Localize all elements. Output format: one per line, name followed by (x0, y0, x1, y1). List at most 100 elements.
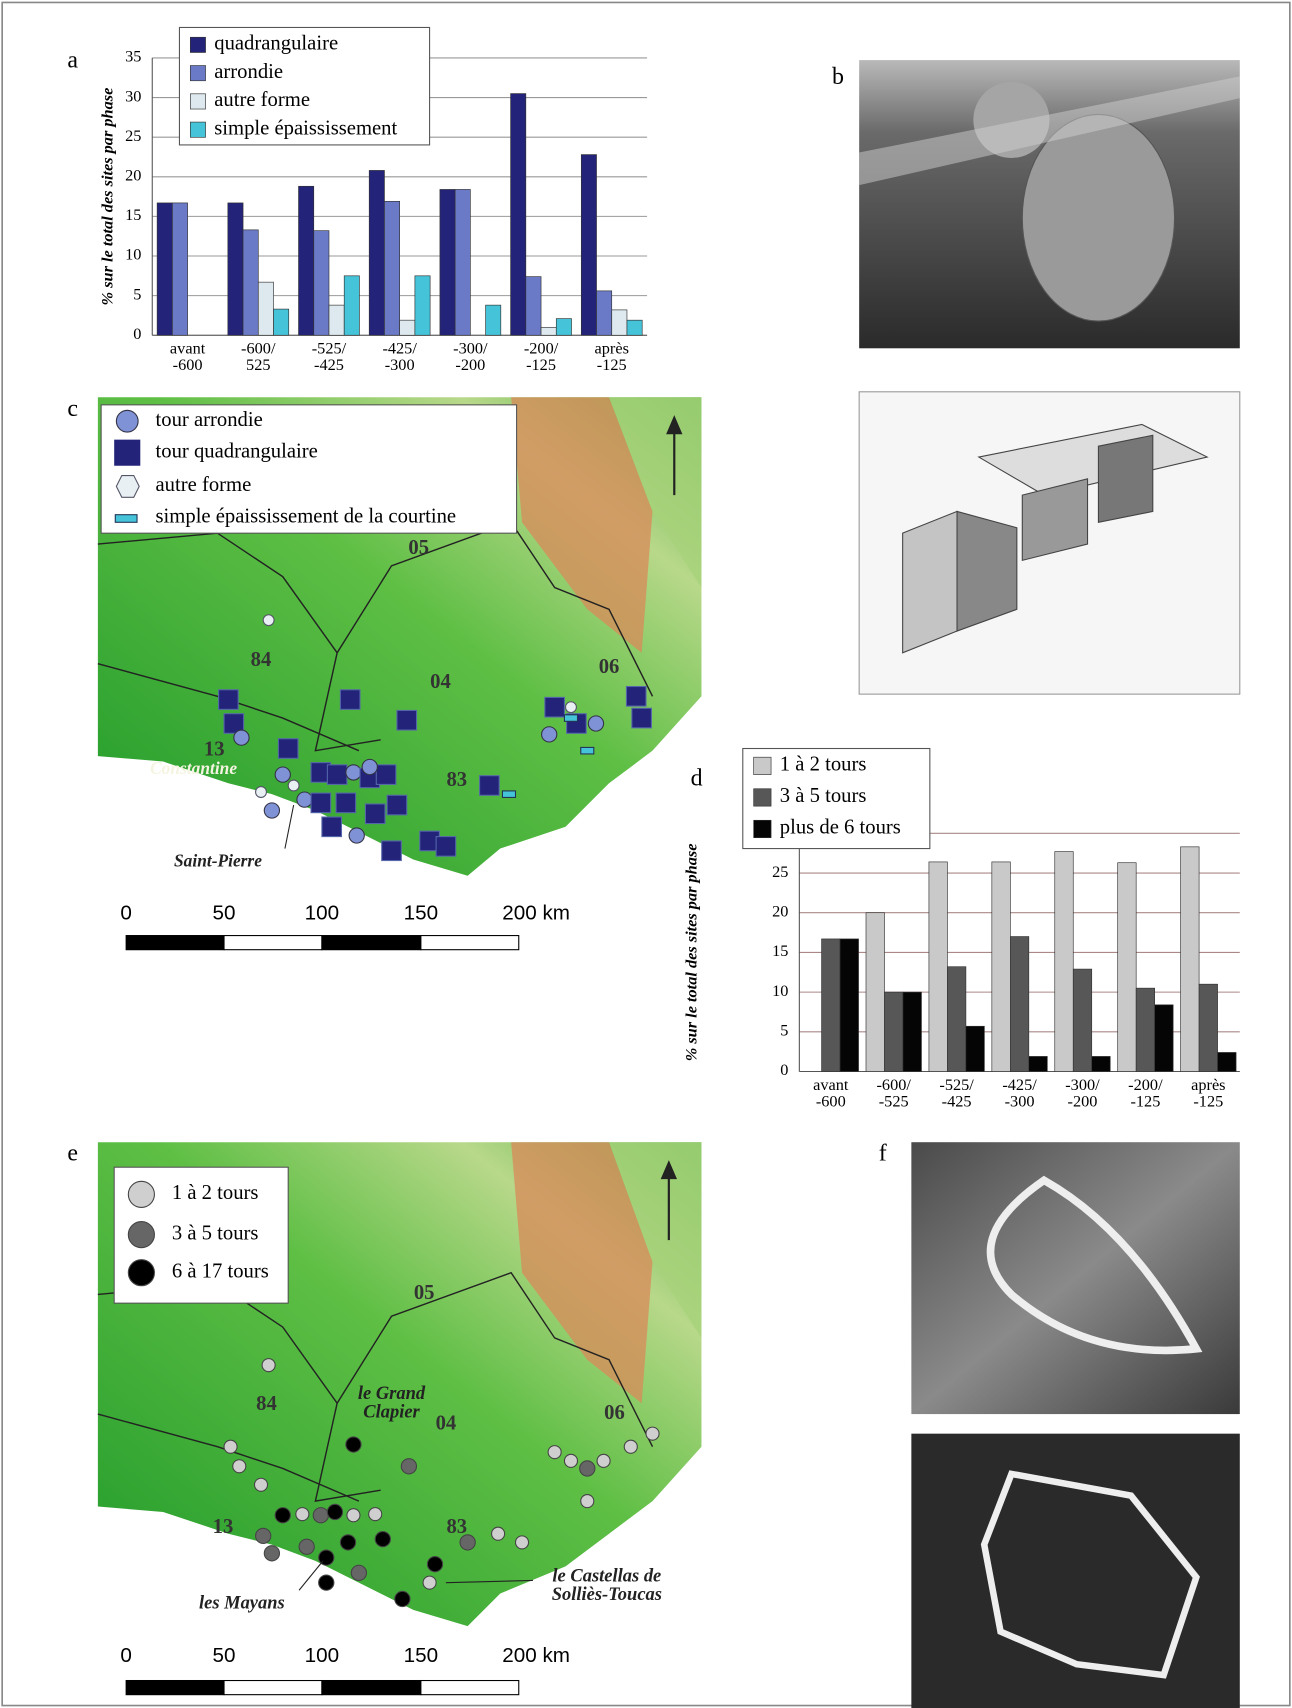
site-marker (625, 685, 647, 707)
site-marker (563, 714, 579, 722)
bar (626, 319, 643, 336)
x-tick-label-box: avant -600 (169, 341, 206, 375)
bar (1135, 987, 1155, 1072)
legend-swatch (189, 36, 206, 53)
place-label: le Grand Clapier (357, 1383, 426, 1422)
bar (865, 912, 885, 1072)
scale-label: 100 (305, 1644, 339, 1667)
place-label-box: le Grand Clapier (357, 1383, 426, 1422)
site-marker (223, 713, 245, 734)
site-marker (501, 790, 517, 798)
region-label: 13 (213, 1516, 234, 1538)
bar (1217, 1052, 1237, 1072)
site-marker (364, 803, 386, 825)
x-tick-label-box: -300/ -200 (453, 342, 487, 374)
region-label: 04 (430, 671, 451, 693)
north-arrow (660, 415, 683, 1241)
bar (343, 275, 360, 336)
scale-label: 0 (120, 1644, 132, 1667)
bar (1198, 983, 1218, 1072)
site-marker (345, 1436, 362, 1453)
y-tick-label: 25 (125, 126, 141, 145)
region-label: 05 (414, 1282, 435, 1304)
scale-label: 50 (213, 901, 236, 924)
bar (439, 189, 456, 336)
x-tick-label-box: -200/ -125 (524, 342, 558, 374)
site-marker (335, 792, 357, 814)
site-marker (596, 1453, 611, 1468)
site-marker (381, 840, 402, 862)
x-tick-label-box: avant -600 (813, 1078, 848, 1110)
site-marker (296, 791, 313, 808)
legend-symbol (114, 439, 141, 466)
bar (1091, 1056, 1111, 1072)
site-marker (580, 1494, 595, 1509)
panel-label: c (67, 396, 78, 422)
site-marker (564, 701, 577, 714)
site-marker (479, 775, 500, 796)
photo-detail (986, 1175, 1203, 1355)
site-marker (261, 1358, 276, 1373)
legend-swatch (753, 819, 772, 839)
legend-swatch (753, 756, 772, 775)
site-marker (274, 1507, 291, 1524)
bar (328, 304, 345, 336)
y-axis-label: % sur le total des sites par phase (98, 88, 117, 306)
site-marker (263, 1545, 281, 1562)
legend-symbol (127, 1180, 155, 1208)
x-tick-label-box: après -125 (1191, 1078, 1226, 1111)
bar (313, 230, 330, 336)
x-tick-label-box: -425/ -300 (1002, 1078, 1037, 1111)
bar (298, 185, 315, 336)
legend-label: autre forme (156, 474, 252, 496)
legend-swatch (189, 65, 206, 82)
bar (596, 290, 613, 336)
site-marker (491, 1526, 506, 1541)
region-label: 84 (256, 1393, 277, 1415)
x-tick-label: avant -600 (169, 341, 206, 375)
bar (821, 938, 841, 1072)
site-marker (295, 1507, 310, 1522)
bar (1117, 862, 1137, 1072)
scale-label: 200 km (502, 901, 570, 924)
site-marker (547, 1445, 562, 1460)
site-marker (361, 758, 378, 776)
legend-box (100, 404, 518, 534)
site-marker (255, 786, 267, 798)
photo-detail (1021, 113, 1176, 322)
place-label: Saint-Pierre (174, 851, 262, 871)
bar (525, 276, 542, 336)
site-marker (346, 1508, 361, 1523)
scale-label: 100 (305, 901, 339, 924)
legend-label: tour quadrangulaire (156, 440, 318, 462)
site-marker (253, 1477, 269, 1492)
site-marker (233, 729, 250, 746)
x-tick-label: -425/ -300 (1002, 1078, 1037, 1111)
scale-label: 150 (404, 1644, 438, 1667)
bar (947, 966, 967, 1072)
site-marker (580, 746, 595, 755)
bar (399, 319, 416, 336)
site-marker (541, 726, 558, 743)
bar (965, 1025, 985, 1072)
bar (384, 201, 400, 336)
legend-label: plus de 6 tours (780, 817, 901, 839)
bar (454, 189, 471, 336)
panel-label: b (832, 64, 844, 90)
bar (1154, 1004, 1174, 1072)
site-marker (426, 1556, 444, 1573)
site-marker (232, 1459, 247, 1474)
site-marker (298, 1538, 315, 1555)
legend-label: arrondie (214, 61, 283, 83)
legend-label: 1 à 2 tours (780, 754, 867, 776)
bar (172, 202, 188, 336)
site-marker (579, 1460, 596, 1477)
panel-label: a (67, 48, 78, 74)
region-label: 13 (204, 738, 225, 760)
x-tick-label: -300/ -200 (1065, 1078, 1100, 1111)
y-tick-label: 20 (772, 901, 788, 920)
scale-bar (125, 935, 520, 1696)
x-tick-label: après -125 (1191, 1078, 1226, 1111)
